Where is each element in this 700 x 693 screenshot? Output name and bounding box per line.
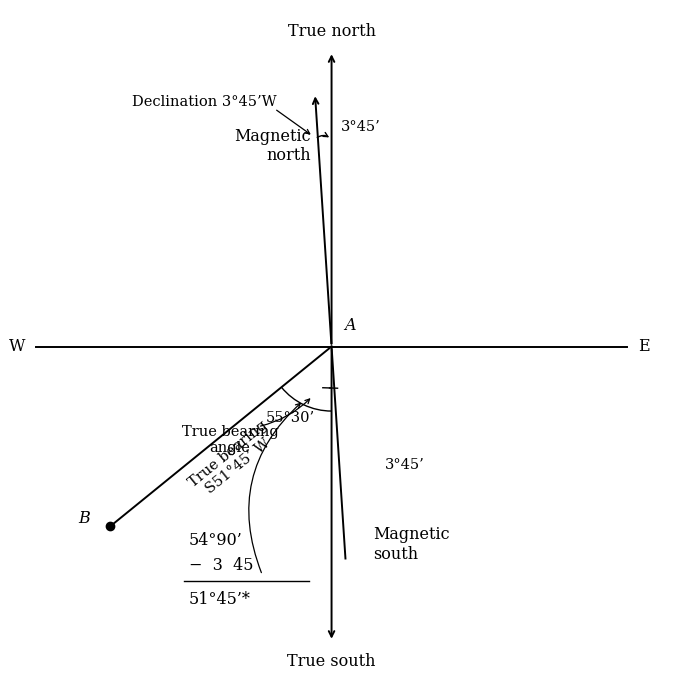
- Text: Magnetic
north: Magnetic north: [234, 128, 312, 164]
- Text: 3°45’: 3°45’: [341, 121, 381, 134]
- Text: 51°45’*: 51°45’*: [188, 590, 251, 608]
- Text: E: E: [638, 338, 650, 355]
- Text: 55°30’: 55°30’: [266, 412, 315, 426]
- Text: True south: True south: [287, 653, 376, 669]
- Text: True bearing
angle: True bearing angle: [182, 425, 279, 455]
- Text: B: B: [78, 511, 90, 527]
- Text: True bearing
S51°45’ W: True bearing S51°45’ W: [186, 418, 280, 502]
- Text: True north: True north: [288, 24, 376, 40]
- Text: −  3  45: − 3 45: [188, 557, 253, 574]
- Text: W: W: [9, 338, 25, 355]
- Text: 54°90’: 54°90’: [188, 532, 242, 549]
- Text: Magnetic
south: Magnetic south: [373, 527, 449, 563]
- Text: 3°45’: 3°45’: [385, 457, 425, 471]
- Text: A: A: [344, 317, 356, 333]
- Text: Declination 3°45’W: Declination 3°45’W: [132, 95, 276, 109]
